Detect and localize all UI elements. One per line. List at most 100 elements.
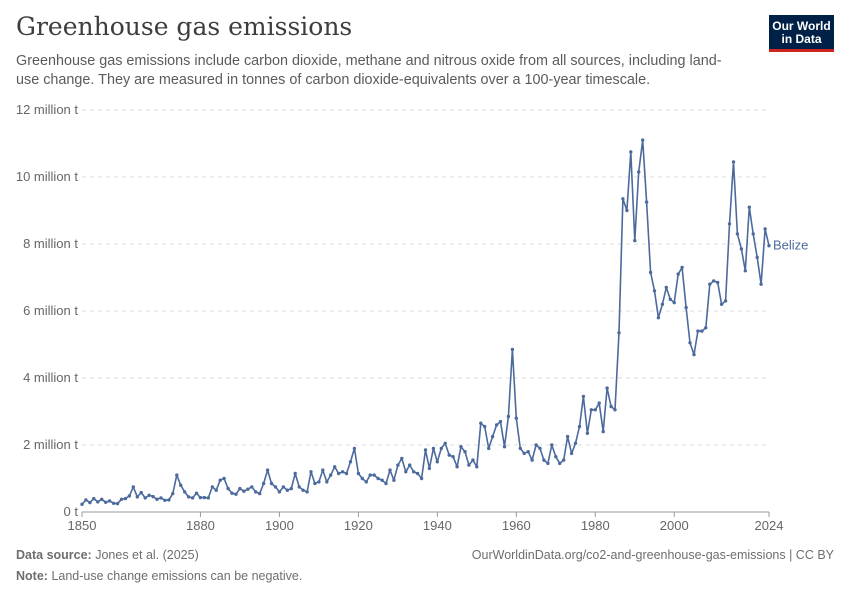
data-point[interactable] bbox=[104, 500, 108, 504]
data-point[interactable] bbox=[692, 352, 696, 357]
data-point[interactable] bbox=[321, 468, 325, 472]
data-point[interactable] bbox=[609, 404, 613, 409]
data-point[interactable] bbox=[672, 300, 676, 305]
data-point[interactable] bbox=[518, 446, 522, 451]
data-point[interactable] bbox=[376, 476, 380, 481]
data-point[interactable] bbox=[538, 446, 542, 451]
data-point[interactable] bbox=[206, 496, 210, 500]
data-point[interactable] bbox=[234, 492, 238, 496]
data-point[interactable] bbox=[447, 453, 451, 457]
data-point[interactable] bbox=[522, 451, 526, 456]
data-point[interactable] bbox=[281, 485, 286, 489]
data-point[interactable] bbox=[163, 498, 167, 502]
data-point[interactable] bbox=[558, 461, 562, 466]
data-point[interactable] bbox=[700, 329, 704, 333]
data-point[interactable] bbox=[309, 470, 313, 474]
data-point[interactable] bbox=[115, 501, 120, 506]
data-point[interactable] bbox=[123, 496, 128, 501]
data-point[interactable] bbox=[743, 269, 747, 273]
data-point[interactable] bbox=[242, 489, 246, 493]
data-point[interactable] bbox=[712, 279, 716, 283]
data-point[interactable] bbox=[684, 305, 688, 310]
data-point[interactable] bbox=[194, 491, 199, 495]
data-point[interactable] bbox=[143, 496, 147, 500]
data-point[interactable] bbox=[80, 502, 84, 506]
data-point[interactable] bbox=[593, 408, 597, 412]
data-point[interactable] bbox=[471, 458, 475, 462]
data-point[interactable] bbox=[613, 408, 617, 412]
data-point[interactable] bbox=[443, 441, 447, 445]
series-belize[interactable]: Belize bbox=[80, 138, 808, 506]
data-point[interactable] bbox=[581, 394, 586, 399]
data-point[interactable] bbox=[751, 232, 755, 236]
data-point[interactable] bbox=[759, 282, 763, 286]
data-point[interactable] bbox=[273, 485, 278, 489]
data-point[interactable] bbox=[708, 282, 712, 286]
source-url[interactable]: OurWorldinData.org/co2-and-greenhouse-ga… bbox=[471, 548, 834, 562]
data-point[interactable] bbox=[88, 500, 92, 505]
data-point[interactable] bbox=[747, 205, 751, 209]
data-point[interactable] bbox=[688, 341, 692, 345]
data-point[interactable] bbox=[392, 478, 396, 482]
data-point[interactable] bbox=[352, 446, 357, 451]
data-point[interactable] bbox=[514, 416, 518, 420]
data-point[interactable] bbox=[404, 470, 408, 474]
data-point[interactable] bbox=[380, 478, 384, 482]
data-point[interactable] bbox=[455, 465, 459, 469]
data-point[interactable] bbox=[214, 488, 218, 492]
source-link[interactable]: Jones et al. (2025) bbox=[95, 548, 199, 562]
data-point[interactable] bbox=[277, 490, 282, 494]
data-point[interactable] bbox=[384, 481, 388, 486]
owid-logo[interactable]: Our World in Data bbox=[769, 15, 834, 52]
data-point[interactable] bbox=[317, 480, 321, 484]
data-point[interactable] bbox=[107, 499, 112, 503]
data-point[interactable] bbox=[388, 468, 392, 472]
data-point[interactable] bbox=[475, 465, 479, 469]
data-point[interactable] bbox=[297, 485, 301, 489]
data-point[interactable] bbox=[246, 487, 250, 491]
data-point[interactable] bbox=[258, 491, 262, 496]
data-point[interactable] bbox=[463, 450, 467, 454]
data-point[interactable] bbox=[348, 460, 353, 464]
data-point[interactable] bbox=[577, 424, 582, 429]
data-point[interactable] bbox=[629, 150, 633, 154]
data-point[interactable] bbox=[344, 471, 349, 476]
data-point[interactable] bbox=[127, 494, 132, 498]
data-point[interactable] bbox=[340, 470, 345, 474]
data-point[interactable] bbox=[119, 497, 124, 501]
data-point[interactable] bbox=[502, 445, 507, 449]
data-point[interactable] bbox=[621, 197, 625, 201]
data-point[interactable] bbox=[735, 232, 740, 236]
data-point[interactable] bbox=[427, 466, 432, 471]
data-point[interactable] bbox=[605, 386, 609, 390]
data-point[interactable] bbox=[664, 285, 668, 290]
data-point[interactable] bbox=[589, 408, 593, 412]
data-point[interactable] bbox=[372, 473, 376, 477]
data-point[interactable] bbox=[254, 490, 258, 494]
data-point[interactable] bbox=[483, 424, 487, 429]
data-point[interactable] bbox=[313, 481, 317, 486]
data-point[interactable] bbox=[431, 446, 436, 451]
data-point[interactable] bbox=[186, 495, 191, 499]
data-point[interactable] bbox=[648, 270, 653, 275]
data-point[interactable] bbox=[487, 446, 491, 451]
data-point[interactable] bbox=[585, 431, 590, 435]
data-point[interactable] bbox=[139, 490, 143, 495]
data-point[interactable] bbox=[550, 443, 554, 447]
data-point[interactable] bbox=[131, 485, 135, 489]
data-point[interactable] bbox=[179, 483, 183, 487]
data-point[interactable] bbox=[356, 471, 361, 476]
data-point[interactable] bbox=[542, 458, 546, 462]
data-point[interactable] bbox=[656, 316, 661, 320]
data-point[interactable] bbox=[202, 495, 207, 500]
data-point[interactable] bbox=[325, 480, 329, 484]
data-point[interactable] bbox=[637, 170, 641, 174]
data-point[interactable] bbox=[534, 443, 538, 447]
data-point[interactable] bbox=[329, 473, 333, 477]
data-point[interactable] bbox=[408, 463, 412, 467]
data-point[interactable] bbox=[175, 473, 179, 477]
data-point[interactable] bbox=[230, 491, 234, 495]
data-point[interactable] bbox=[479, 421, 483, 425]
data-point[interactable] bbox=[412, 470, 416, 474]
data-point[interactable] bbox=[597, 401, 601, 405]
